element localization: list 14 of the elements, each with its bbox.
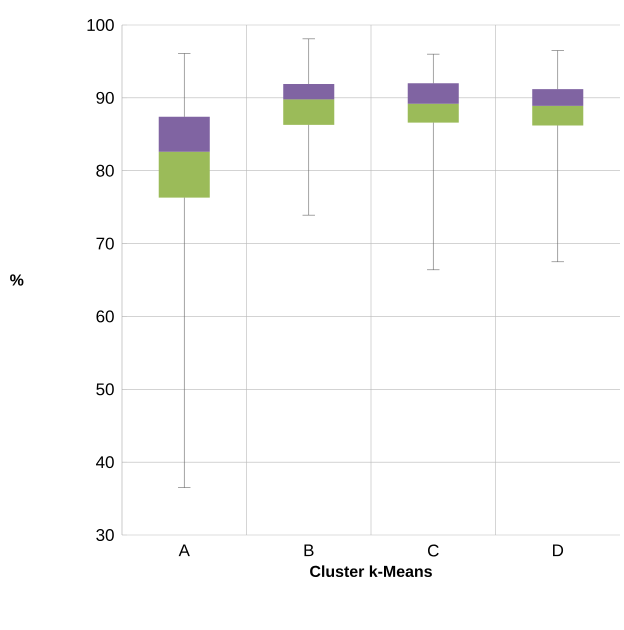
y-tick-label: 80: [96, 164, 114, 177]
x-tick-label: A: [178, 544, 190, 556]
x-tick-label: D: [553, 544, 564, 556]
y-tick-label: 70: [96, 238, 114, 250]
x-tick-label: C: [428, 544, 439, 557]
y-tick-label: 50: [96, 383, 114, 396]
y-tick-label: 30: [96, 529, 114, 541]
x-axis-title: Cluster k-Means: [310, 565, 432, 578]
x-tick-label: B: [304, 544, 314, 556]
y-tick-label: 60: [96, 310, 114, 322]
y-axis-title: %: [10, 274, 24, 286]
y-tick-label: 100: [88, 19, 114, 31]
y-tick-label: 90: [96, 92, 114, 104]
y-tick-label: 40: [96, 456, 114, 468]
